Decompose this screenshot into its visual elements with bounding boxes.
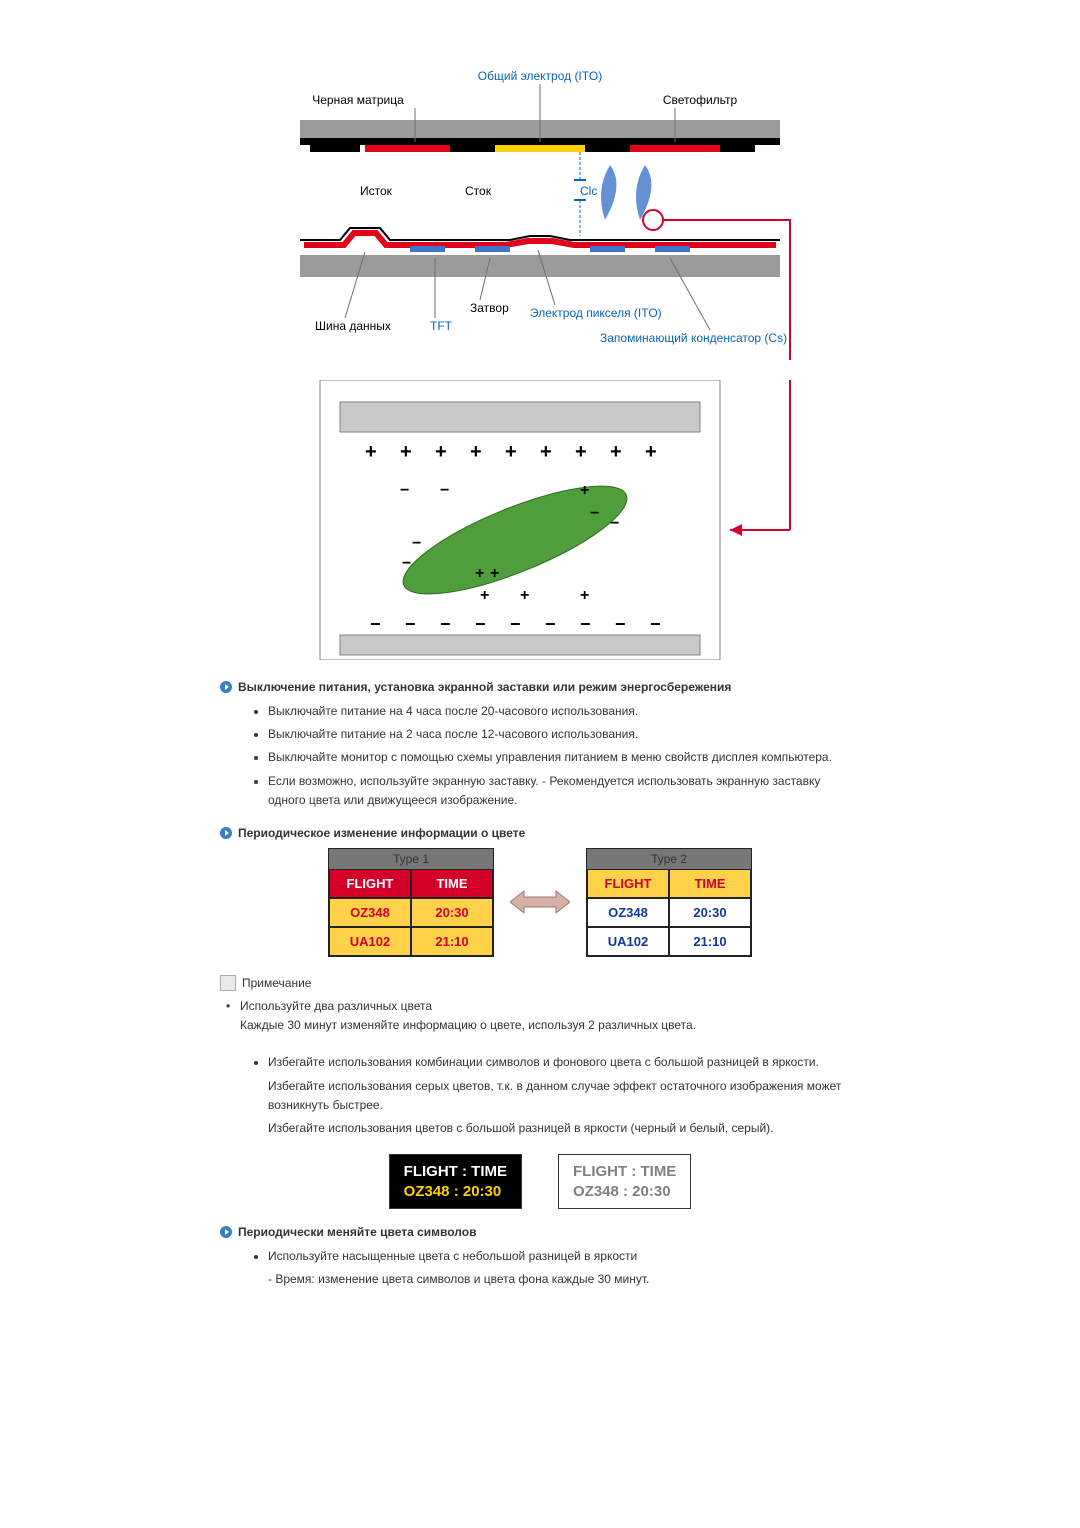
svg-text:−: − bbox=[650, 614, 661, 634]
plus-row: + + + + + + + + + bbox=[365, 441, 657, 463]
bullet-icon bbox=[220, 827, 232, 839]
label-common-electrode: Общий электрод (ITO) bbox=[478, 69, 602, 83]
section-color-title: Периодическое изменение информации о цве… bbox=[238, 826, 525, 840]
note-label: Примечание bbox=[242, 976, 311, 990]
svg-text:+: + bbox=[540, 441, 552, 463]
list-item: Избегайте использования комбинации симво… bbox=[268, 1053, 860, 1072]
svg-text:−: − bbox=[580, 614, 591, 634]
list-item: Используйте насыщенные цвета с небольшой… bbox=[268, 1249, 637, 1263]
svg-text:−: − bbox=[510, 614, 521, 634]
contrast-examples: FLIGHT : TIME OZ348 : 20:30 FLIGHT : TIM… bbox=[220, 1154, 860, 1209]
svg-text:−: − bbox=[610, 515, 619, 532]
svg-text:+: + bbox=[475, 565, 484, 582]
svg-text:−: − bbox=[440, 614, 451, 634]
section-power-title: Выключение питания, установка экранной з… bbox=[238, 680, 731, 694]
svg-text:+: + bbox=[470, 441, 482, 463]
svg-text:−: − bbox=[412, 535, 421, 552]
svg-text:+: + bbox=[490, 565, 499, 582]
label-gate: Затвор bbox=[470, 301, 509, 315]
list-item: Выключайте питание на 2 часа после 12-ча… bbox=[268, 725, 860, 744]
section-symbol-title: Периодически меняйте цвета символов bbox=[238, 1225, 476, 1239]
power-list: Выключайте питание на 4 часа после 20-ча… bbox=[220, 702, 860, 810]
flight-table-type2: Type 2 FLIGHT TIME OZ348 20:30 UA102 21:… bbox=[586, 848, 752, 957]
svg-text:−: − bbox=[590, 505, 599, 522]
svg-text:−: − bbox=[370, 614, 381, 634]
avoid-list: Избегайте использования комбинации симво… bbox=[220, 1053, 860, 1138]
svg-text:+: + bbox=[645, 441, 657, 463]
note-item-body: Каждые 30 минут изменяйте информацию о ц… bbox=[220, 1016, 860, 1035]
label-storage-cap: Запоминающий конденсатор (Cs) bbox=[600, 331, 787, 345]
svg-text:+: + bbox=[505, 441, 517, 463]
symbol-list: Используйте насыщенные цвета с небольшой… bbox=[220, 1247, 860, 1289]
svg-text:−: − bbox=[475, 614, 486, 634]
svg-text:+: + bbox=[365, 441, 377, 463]
svg-text:−: − bbox=[405, 614, 416, 634]
svg-text:−: − bbox=[440, 482, 449, 499]
label-data-bus: Шина данных bbox=[315, 319, 391, 333]
svg-text:−: − bbox=[615, 614, 626, 634]
svg-text:+: + bbox=[435, 441, 447, 463]
label-black-matrix: Черная матрица bbox=[312, 93, 404, 107]
svg-text:+: + bbox=[400, 441, 412, 463]
list-item: Выключайте монитор с помощью схемы управ… bbox=[268, 748, 860, 767]
svg-text:+: + bbox=[610, 441, 622, 463]
flight-type-comparison: Type 1 FLIGHT TIME OZ348 20:30 UA102 21:… bbox=[220, 848, 860, 957]
label-color-filter: Светофильтр bbox=[663, 93, 738, 107]
charge-diagram: +++ +++ +++ −− + −− ++ −− +++ −−− −−− −−… bbox=[280, 380, 800, 660]
bullet-icon bbox=[220, 681, 232, 693]
list-item: Если возможно, используйте экранную заст… bbox=[268, 772, 860, 810]
list-subitem: - Время: изменение цвета символов и цвет… bbox=[268, 1270, 860, 1289]
svg-text:−: − bbox=[400, 482, 409, 499]
label-source: Исток bbox=[360, 184, 393, 198]
bullet-icon bbox=[220, 1226, 232, 1238]
label-drain: Сток bbox=[465, 184, 492, 198]
list-item: Избегайте использования серых цветов, т.… bbox=[268, 1077, 860, 1115]
label-pixel-electrode: Электрод пикселя (ITO) bbox=[530, 306, 662, 320]
svg-text:+: + bbox=[520, 587, 529, 604]
list-item: Избегайте использования цветов с большой… bbox=[268, 1119, 860, 1138]
svg-text:+: + bbox=[480, 587, 489, 604]
minus-row: −−− −−− −−− bbox=[370, 614, 661, 634]
note-icon bbox=[220, 975, 236, 991]
svg-text:+: + bbox=[580, 482, 589, 499]
svg-text:−: − bbox=[545, 614, 556, 634]
svg-text:−: − bbox=[402, 555, 411, 572]
double-arrow-icon bbox=[510, 887, 570, 917]
svg-text:+: + bbox=[575, 441, 587, 463]
flight-table-type1: Type 1 FLIGHT TIME OZ348 20:30 UA102 21:… bbox=[328, 848, 494, 957]
svg-text:+: + bbox=[580, 587, 589, 604]
tft-cross-section-diagram: Общий электрод (ITO) Черная матрица Свет… bbox=[280, 60, 800, 360]
label-tft: TFT bbox=[430, 319, 453, 333]
list-item: Выключайте питание на 4 часа после 20-ча… bbox=[268, 702, 860, 721]
label-clc: Clc bbox=[580, 184, 597, 198]
note-item-title: Используйте два различных цвета bbox=[220, 997, 860, 1016]
